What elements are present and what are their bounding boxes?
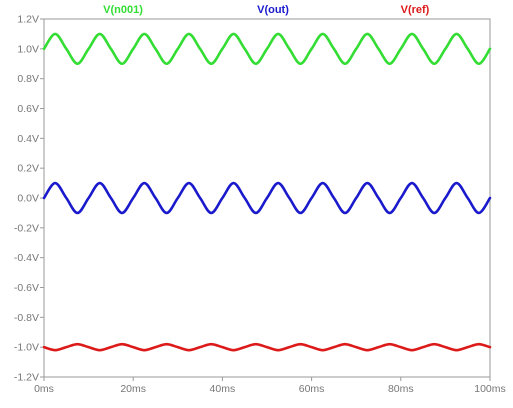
y-tick-label: 0.6V [17, 103, 39, 115]
x-axis: 0ms 20ms 40ms 60ms 80ms 100ms [34, 377, 506, 395]
traces [42, 32, 492, 352]
trace-v-ref[interactable] [42, 342, 492, 352]
x-tick-label: 80ms [388, 383, 414, 395]
x-tick-label: 100ms [474, 383, 506, 395]
y-tick-label: -0.8V [14, 312, 39, 324]
y-axis: 1.2V 1.0V 0.8V 0.6V 0.4V 0.2V 0.0V -0.2V -0.4V -0… [14, 14, 44, 384]
legend-v-out[interactable]: V(out) [257, 4, 289, 16]
y-tick-label: 1.0V [17, 43, 39, 55]
legend: V(n001) V(out) V(ref) [103, 4, 430, 16]
legend-v-ref[interactable]: V(ref) [401, 4, 430, 16]
trace-v-out[interactable] [42, 181, 492, 215]
x-tick-label: 0ms [34, 383, 54, 395]
y-tick-label: -0.4V [14, 252, 39, 264]
legend-v-n001[interactable]: V(n001) [103, 4, 143, 16]
trace-v-n001[interactable] [42, 32, 492, 66]
x-tick-label: 40ms [210, 383, 236, 395]
y-tick-label: -1.0V [14, 342, 39, 354]
y-tick-label: -0.6V [14, 282, 39, 294]
y-tick-label: -0.2V [14, 222, 39, 234]
y-tick-label: 0.8V [17, 73, 39, 85]
x-tick-label: 20ms [120, 383, 146, 395]
x-tick-label: 60ms [299, 383, 325, 395]
y-tick-label: -1.2V [14, 372, 39, 384]
y-tick-label: 0.0V [17, 193, 39, 205]
y-tick-label: 1.2V [17, 14, 39, 26]
y-tick-label: 0.4V [17, 133, 39, 145]
y-tick-label: 0.2V [17, 163, 39, 175]
